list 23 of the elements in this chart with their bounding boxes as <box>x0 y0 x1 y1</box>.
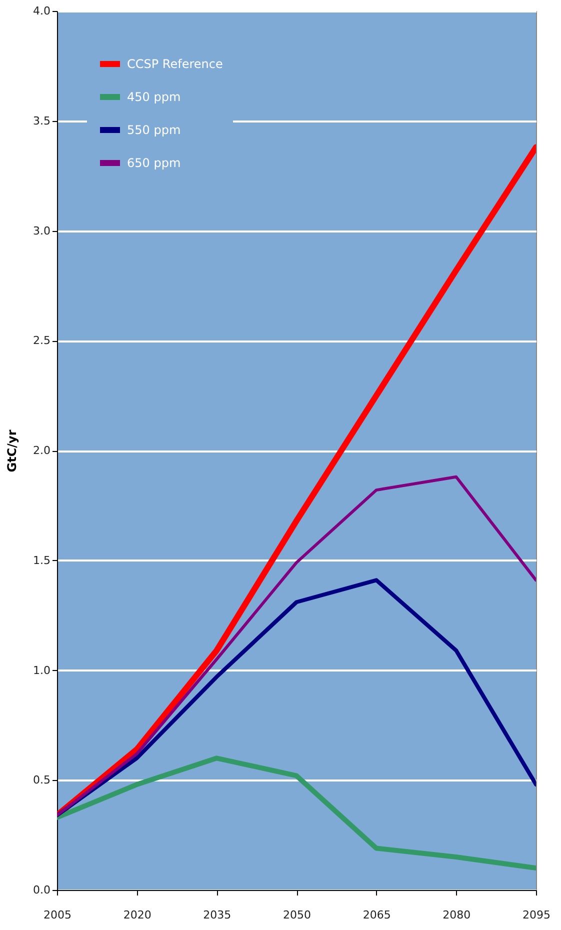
y-tick-label: 4.0 <box>33 4 50 18</box>
y-tick-label: 3.0 <box>33 224 50 238</box>
y-tick-label: 3.5 <box>33 114 50 128</box>
legend-label: 550 ppm <box>127 123 181 137</box>
y-tick-label: 1.0 <box>33 664 50 677</box>
y-tick-label: 0.5 <box>33 774 50 787</box>
line-series <box>57 578 536 818</box>
y-axis-title: GtC/yr <box>5 430 20 472</box>
x-tick-label: 2005 <box>44 908 72 922</box>
legend-label: CCSP Reference <box>127 57 223 71</box>
x-tick-label: 2095 <box>522 908 550 922</box>
line-series <box>57 475 536 817</box>
y-tick-label: 0.0 <box>33 884 50 896</box>
x-tick-label: 2050 <box>283 908 311 922</box>
y-tick-label: 1.5 <box>33 554 50 567</box>
x-tick-label: 2020 <box>123 908 152 922</box>
x-tick-label: 2065 <box>362 908 391 922</box>
x-tick-label: 2080 <box>442 908 471 922</box>
y-tick-label: 2.5 <box>33 334 50 348</box>
legend-label: 450 ppm <box>127 90 181 104</box>
x-tick-label: 2035 <box>203 908 232 922</box>
legend-label: 650 ppm <box>127 156 181 170</box>
y-tick-label: 2.0 <box>33 444 50 457</box>
